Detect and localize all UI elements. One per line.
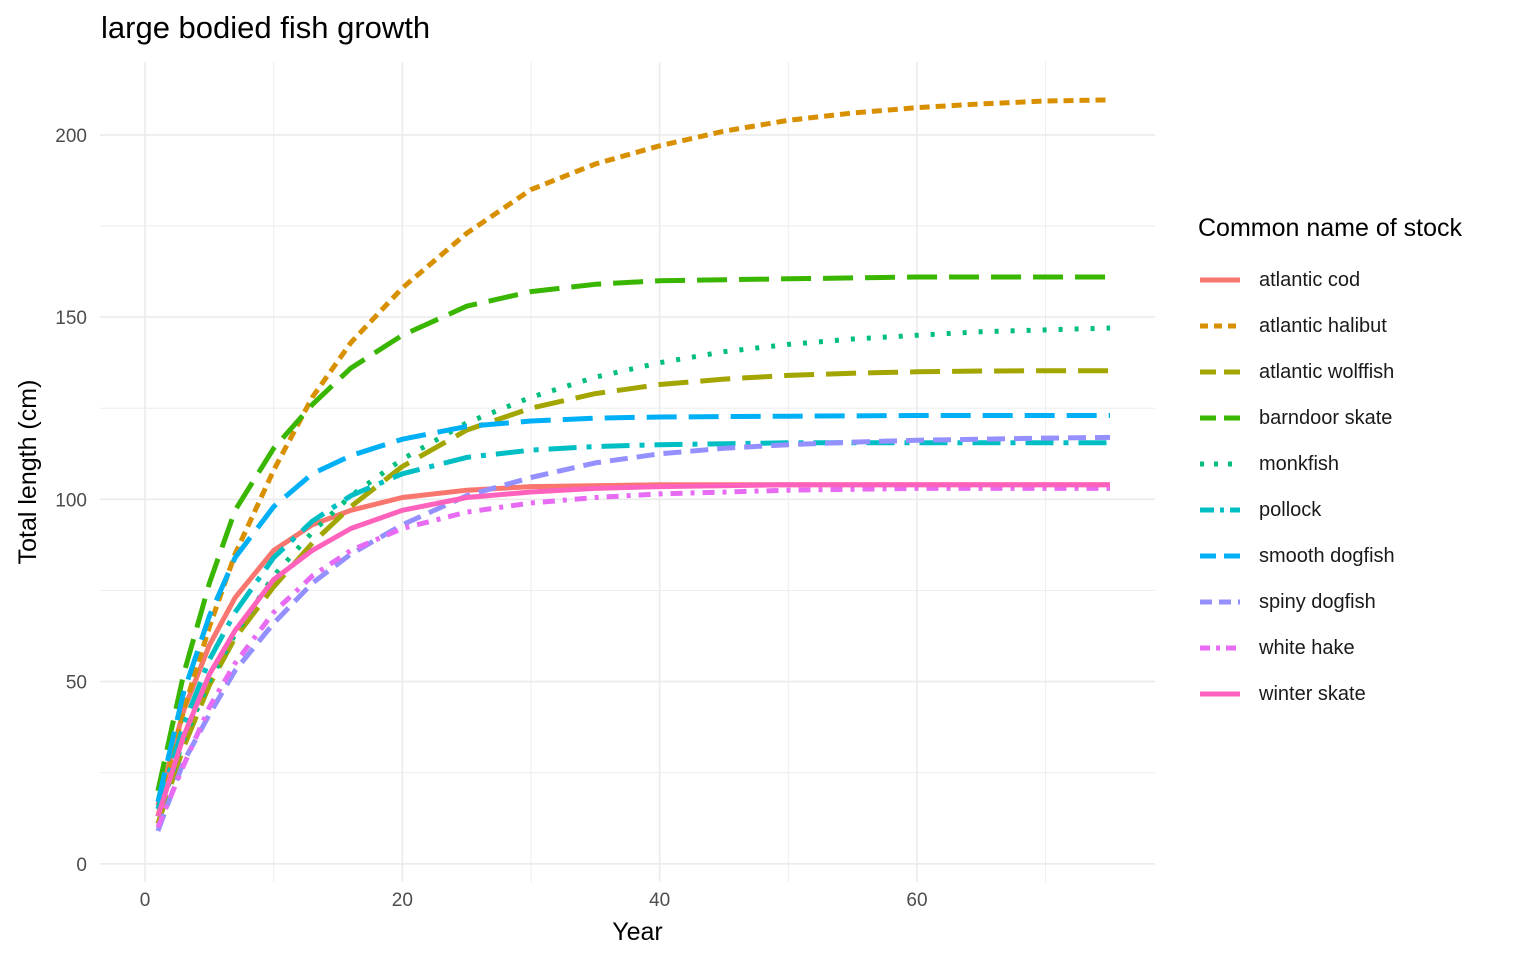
y-tick-label: 0 [76, 855, 87, 876]
legend-label: atlantic wolffish [1259, 360, 1395, 383]
legend-title: Common name of stock [1198, 214, 1462, 242]
legend-item-barndoor-skate: barndoor skate [1198, 395, 1528, 441]
series-line-smooth-dogfish [155, 413, 1110, 803]
y-tick-label: 200 [55, 126, 87, 147]
legend-item-atlantic-halibut: atlantic halibut [1198, 303, 1528, 349]
legend-label: atlantic halibut [1259, 314, 1387, 337]
series-line-spiny-dogfish [155, 434, 1111, 832]
legend-item-pollock: pollock [1198, 487, 1528, 533]
y-tick-label: 150 [55, 308, 87, 329]
legend-label: spiny dogfish [1259, 590, 1376, 613]
legend-label: smooth dogfish [1259, 544, 1395, 567]
series-line-barndoor-skate [155, 274, 1110, 792]
legend-item-spiny-dogfish: spiny dogfish [1198, 579, 1528, 625]
legend-items: atlantic cod atlantic halibut atlantic wol… [1198, 257, 1528, 717]
tick-labels: 0 20 40 60 0 50 100 150 200 [55, 126, 927, 911]
y-axis-title: Total length (cm) [14, 380, 42, 565]
x-tick-label: 0 [140, 890, 151, 911]
legend-swatch [1200, 553, 1240, 559]
legend-swatch [1200, 277, 1240, 283]
legend-label: monkfish [1259, 452, 1340, 475]
series-line-atlantic-cod [155, 482, 1110, 807]
series-line-white-hake [155, 485, 1110, 829]
series-line-pollock [155, 440, 1110, 810]
legend-swatch [1200, 645, 1240, 651]
legend-swatch [1200, 599, 1240, 605]
series-line-atlantic-halibut [155, 97, 1111, 817]
series-lines [155, 97, 1111, 832]
legend-item-monkfish: monkfish [1198, 441, 1528, 487]
legend-item-smooth-dogfish: smooth dogfish [1198, 533, 1528, 579]
x-tick-label: 40 [649, 890, 670, 911]
legend-label: barndoor skate [1259, 406, 1393, 429]
legend-item-winter-skate: winter skate [1198, 671, 1528, 717]
legend-swatch [1200, 461, 1240, 467]
legend-label: white hake [1259, 636, 1355, 659]
legend-swatch [1200, 415, 1240, 421]
legend-label: atlantic cod [1259, 268, 1361, 291]
legend-swatch [1200, 507, 1240, 513]
legend-label: winter skate [1259, 682, 1366, 705]
legend-item-atlantic-wolffish: atlantic wolffish [1198, 349, 1528, 395]
legend-label: pollock [1259, 498, 1322, 521]
legend-swatch [1200, 369, 1240, 375]
legend-swatch [1200, 323, 1240, 329]
legend: Common name of stock atlantic cod atlanti… [1198, 214, 1528, 717]
y-tick-label: 50 [66, 673, 87, 694]
x-tick-label: 60 [906, 890, 927, 911]
series-line-winter-skate [155, 482, 1110, 818]
x-tick-label: 20 [392, 890, 413, 911]
legend-item-atlantic-cod: atlantic cod [1198, 257, 1528, 303]
legend-item-white-hake: white hake [1198, 625, 1528, 671]
series-line-atlantic-wolffish [155, 368, 1110, 825]
y-tick-label: 100 [55, 490, 87, 511]
chart-title: large bodied fish growth [101, 10, 431, 45]
legend-swatch [1200, 691, 1240, 697]
x-axis-title: Year [612, 918, 663, 946]
series-line-monkfish [155, 325, 1111, 818]
